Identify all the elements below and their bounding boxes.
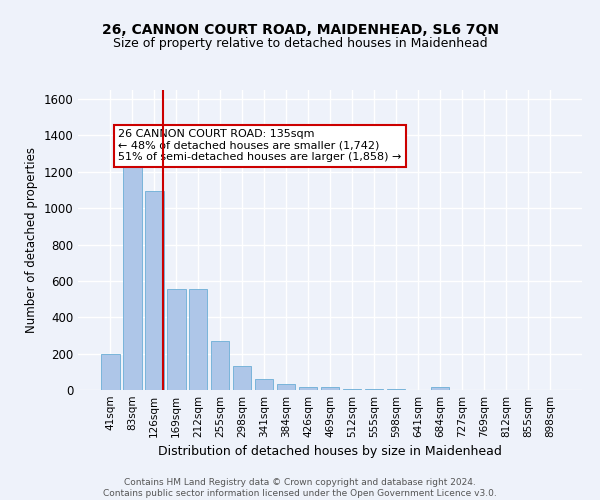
Bar: [255, 379, 274, 390]
Text: Contains HM Land Registry data © Crown copyright and database right 2024.
Contai: Contains HM Land Registry data © Crown c…: [103, 478, 497, 498]
Bar: [343, 388, 361, 390]
Bar: [123, 160, 142, 390]
Y-axis label: Number of detached properties: Number of detached properties: [25, 147, 38, 333]
Bar: [211, 342, 229, 390]
Bar: [299, 386, 317, 390]
Bar: [189, 290, 208, 390]
Bar: [431, 388, 449, 390]
Bar: [101, 354, 119, 390]
Bar: [145, 190, 164, 390]
Text: 26 CANNON COURT ROAD: 135sqm
← 48% of detached houses are smaller (1,742)
51% of: 26 CANNON COURT ROAD: 135sqm ← 48% of de…: [118, 129, 401, 162]
Bar: [320, 388, 340, 390]
X-axis label: Distribution of detached houses by size in Maidenhead: Distribution of detached houses by size …: [158, 446, 502, 458]
Bar: [277, 384, 295, 390]
Text: Size of property relative to detached houses in Maidenhead: Size of property relative to detached ho…: [113, 38, 487, 51]
Bar: [233, 366, 251, 390]
Text: 26, CANNON COURT ROAD, MAIDENHEAD, SL6 7QN: 26, CANNON COURT ROAD, MAIDENHEAD, SL6 7…: [101, 22, 499, 36]
Bar: [167, 290, 185, 390]
